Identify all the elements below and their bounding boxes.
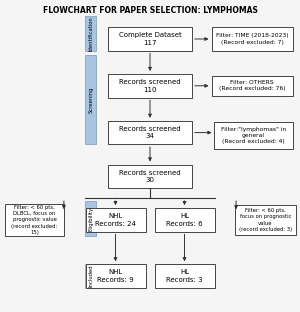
Text: HL
Records: 3: HL Records: 3	[166, 269, 203, 283]
Text: Identification: Identification	[88, 16, 93, 51]
FancyBboxPatch shape	[85, 264, 146, 288]
FancyBboxPatch shape	[85, 201, 96, 236]
Text: Filter: < 60 pts,
focus on prognostic
value
(record excluded: 3): Filter: < 60 pts, focus on prognostic va…	[239, 208, 292, 232]
FancyBboxPatch shape	[108, 121, 192, 144]
Text: Filter: TIME (2018-2023)
(Record excluded: 7): Filter: TIME (2018-2023) (Record exclude…	[216, 33, 288, 45]
Text: FLOWCHART FOR PAPER SELECTION: LYMPHOMAS: FLOWCHART FOR PAPER SELECTION: LYMPHOMAS	[43, 7, 257, 15]
FancyBboxPatch shape	[212, 27, 292, 51]
Text: Filter: OTHERS
(Record excluded: 76): Filter: OTHERS (Record excluded: 76)	[219, 80, 285, 91]
FancyBboxPatch shape	[212, 76, 292, 96]
FancyBboxPatch shape	[85, 208, 146, 232]
FancyBboxPatch shape	[5, 204, 64, 236]
Text: Filter:"lymphomas" in
general
(Record excluded: 4): Filter:"lymphomas" in general (Record ex…	[221, 127, 286, 144]
FancyBboxPatch shape	[85, 55, 96, 144]
FancyBboxPatch shape	[108, 27, 192, 51]
FancyBboxPatch shape	[108, 74, 192, 97]
Text: Complete Dataset
117: Complete Dataset 117	[118, 32, 182, 46]
FancyBboxPatch shape	[154, 264, 214, 288]
FancyBboxPatch shape	[108, 165, 192, 188]
Text: Records screened
110: Records screened 110	[119, 79, 181, 93]
Text: Included: Included	[88, 265, 93, 287]
FancyBboxPatch shape	[214, 123, 293, 149]
Text: Screening: Screening	[88, 86, 93, 113]
FancyBboxPatch shape	[85, 264, 96, 288]
Text: HL
Records: 6: HL Records: 6	[166, 213, 203, 227]
Text: NHL
Records: 24: NHL Records: 24	[95, 213, 136, 227]
FancyBboxPatch shape	[154, 208, 214, 232]
Text: Eligibility: Eligibility	[88, 206, 93, 231]
Text: Records screened
34: Records screened 34	[119, 126, 181, 139]
Text: Filter: < 60 pts,
DLBCL, focus on
prognostic value
(record excluded:
15): Filter: < 60 pts, DLBCL, focus on progno…	[11, 205, 58, 235]
Text: Records screened
30: Records screened 30	[119, 169, 181, 183]
FancyBboxPatch shape	[235, 205, 296, 235]
FancyBboxPatch shape	[85, 16, 96, 51]
Text: NHL
Records: 9: NHL Records: 9	[97, 269, 134, 283]
